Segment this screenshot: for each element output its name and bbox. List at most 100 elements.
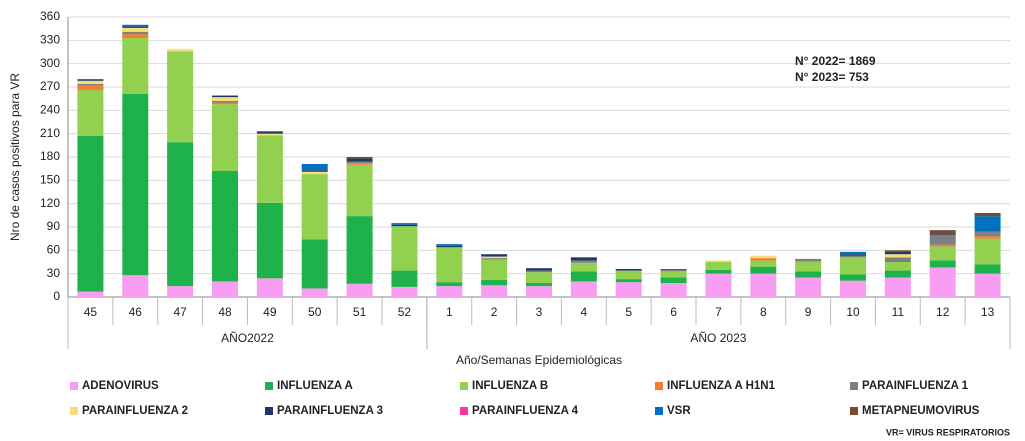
bar-segment (301, 288, 328, 297)
bar-segment (929, 246, 956, 261)
y-tick-label: 210 (40, 126, 60, 140)
bar-segment (167, 48, 194, 52)
x-tick-label: 8 (760, 305, 767, 319)
bar-segment (212, 102, 238, 105)
legend-swatch (850, 382, 858, 390)
bar-segment (122, 31, 149, 35)
bar-segment (840, 254, 866, 256)
bar-segment (570, 260, 597, 263)
bar-segment (212, 97, 238, 101)
bar-segment (884, 254, 911, 258)
bar-segment (570, 257, 597, 261)
y-tick-label: 360 (40, 9, 60, 23)
y-tick-label: 180 (40, 149, 60, 163)
group-label: AÑO 2023 (690, 331, 746, 345)
legend-swatch (655, 407, 663, 415)
y-tick-label: 60 (47, 243, 61, 257)
bar-segment (256, 202, 283, 279)
bar-segment (212, 104, 238, 171)
bar-segment (840, 251, 866, 255)
bar-segment (750, 258, 777, 261)
bar-segment (750, 266, 777, 274)
x-tick-label: 51 (353, 305, 367, 319)
y-tick-label: 90 (47, 219, 61, 233)
bar-segment (974, 236, 1001, 239)
bar-segment (122, 94, 149, 276)
bar-segment (436, 244, 463, 246)
legend-swatch (70, 382, 78, 390)
bar-segment (929, 233, 956, 235)
bar-segment (974, 213, 1001, 217)
bar-segment (301, 164, 328, 171)
x-tick-label: 5 (625, 305, 632, 319)
bar-segment (884, 251, 911, 255)
bar-segment (301, 170, 328, 172)
bar-segment (436, 247, 463, 283)
y-tick-label: 300 (40, 56, 60, 70)
bar-segment (256, 135, 283, 203)
bar-segment (884, 277, 911, 297)
legend-swatch (70, 407, 78, 415)
bar-segment (122, 27, 149, 32)
bar-segment (77, 79, 104, 81)
bar-segment (750, 260, 777, 267)
bar-segment (705, 273, 732, 297)
bar-segment (884, 250, 911, 252)
bar-segment (481, 279, 508, 286)
y-tick-label: 30 (47, 266, 61, 280)
y-tick-label: 240 (40, 103, 60, 117)
bar-segment (705, 269, 732, 274)
bar-segment (481, 254, 508, 257)
bar-segment (167, 286, 194, 297)
bar-segment (77, 90, 104, 136)
legend-label: INFLUENZA A (277, 380, 353, 392)
bar-segment (884, 270, 911, 278)
bar-segment (795, 271, 822, 278)
bar-segment (122, 38, 149, 94)
legend-swatch (265, 407, 273, 415)
legend-label: INFLUENZA B (472, 380, 548, 392)
bar-segment (929, 260, 956, 268)
bar-segment (929, 230, 956, 234)
bar-segment (705, 262, 732, 270)
bar-segment (795, 262, 822, 272)
bar-segment (615, 269, 642, 271)
bar-segment (346, 216, 373, 284)
bar-segment (840, 257, 866, 275)
legend-label: VSR (667, 405, 691, 417)
bar-segment (391, 270, 418, 287)
bar-segment (346, 157, 373, 159)
x-tick-label: 13 (981, 305, 995, 319)
bar-segment (615, 279, 642, 283)
bar-segment (795, 261, 822, 262)
bar-segment (346, 158, 373, 162)
bar-segment (256, 278, 283, 297)
x-tick-label: 49 (263, 305, 277, 319)
x-tick-label: 10 (846, 305, 860, 319)
bar-segment (212, 101, 238, 103)
bar-segment (840, 255, 866, 258)
x-tick-label: 45 (84, 305, 98, 319)
bar-segment (705, 260, 732, 262)
legend-label: PARAINFLUENZA 4 (472, 405, 579, 417)
bar-segment (660, 277, 687, 283)
legend-swatch (460, 407, 468, 415)
group-label: AÑO2022 (221, 331, 274, 345)
legend-swatch (850, 407, 858, 415)
bar-segment (660, 269, 687, 272)
legend-label: METAPNEUMOVIRUS (862, 405, 980, 417)
annotation: N° 2022= 1869 (795, 54, 876, 68)
annotation: N° 2023= 753 (795, 70, 869, 84)
bar-segment (840, 280, 866, 297)
bar-segment (77, 83, 104, 86)
bar-segment (256, 133, 283, 136)
bar-segment (212, 171, 238, 282)
bar-segment (301, 239, 328, 289)
footnote: VR= VIRUS RESPIRATORIOS (886, 427, 1010, 437)
legend-label: PARAINFLUENZA 2 (82, 405, 188, 417)
x-tick-label: 9 (805, 305, 812, 319)
bar-segment (929, 244, 956, 247)
bar-segment (526, 268, 552, 271)
y-tick-label: 120 (40, 196, 60, 210)
bar-segment (256, 131, 283, 134)
